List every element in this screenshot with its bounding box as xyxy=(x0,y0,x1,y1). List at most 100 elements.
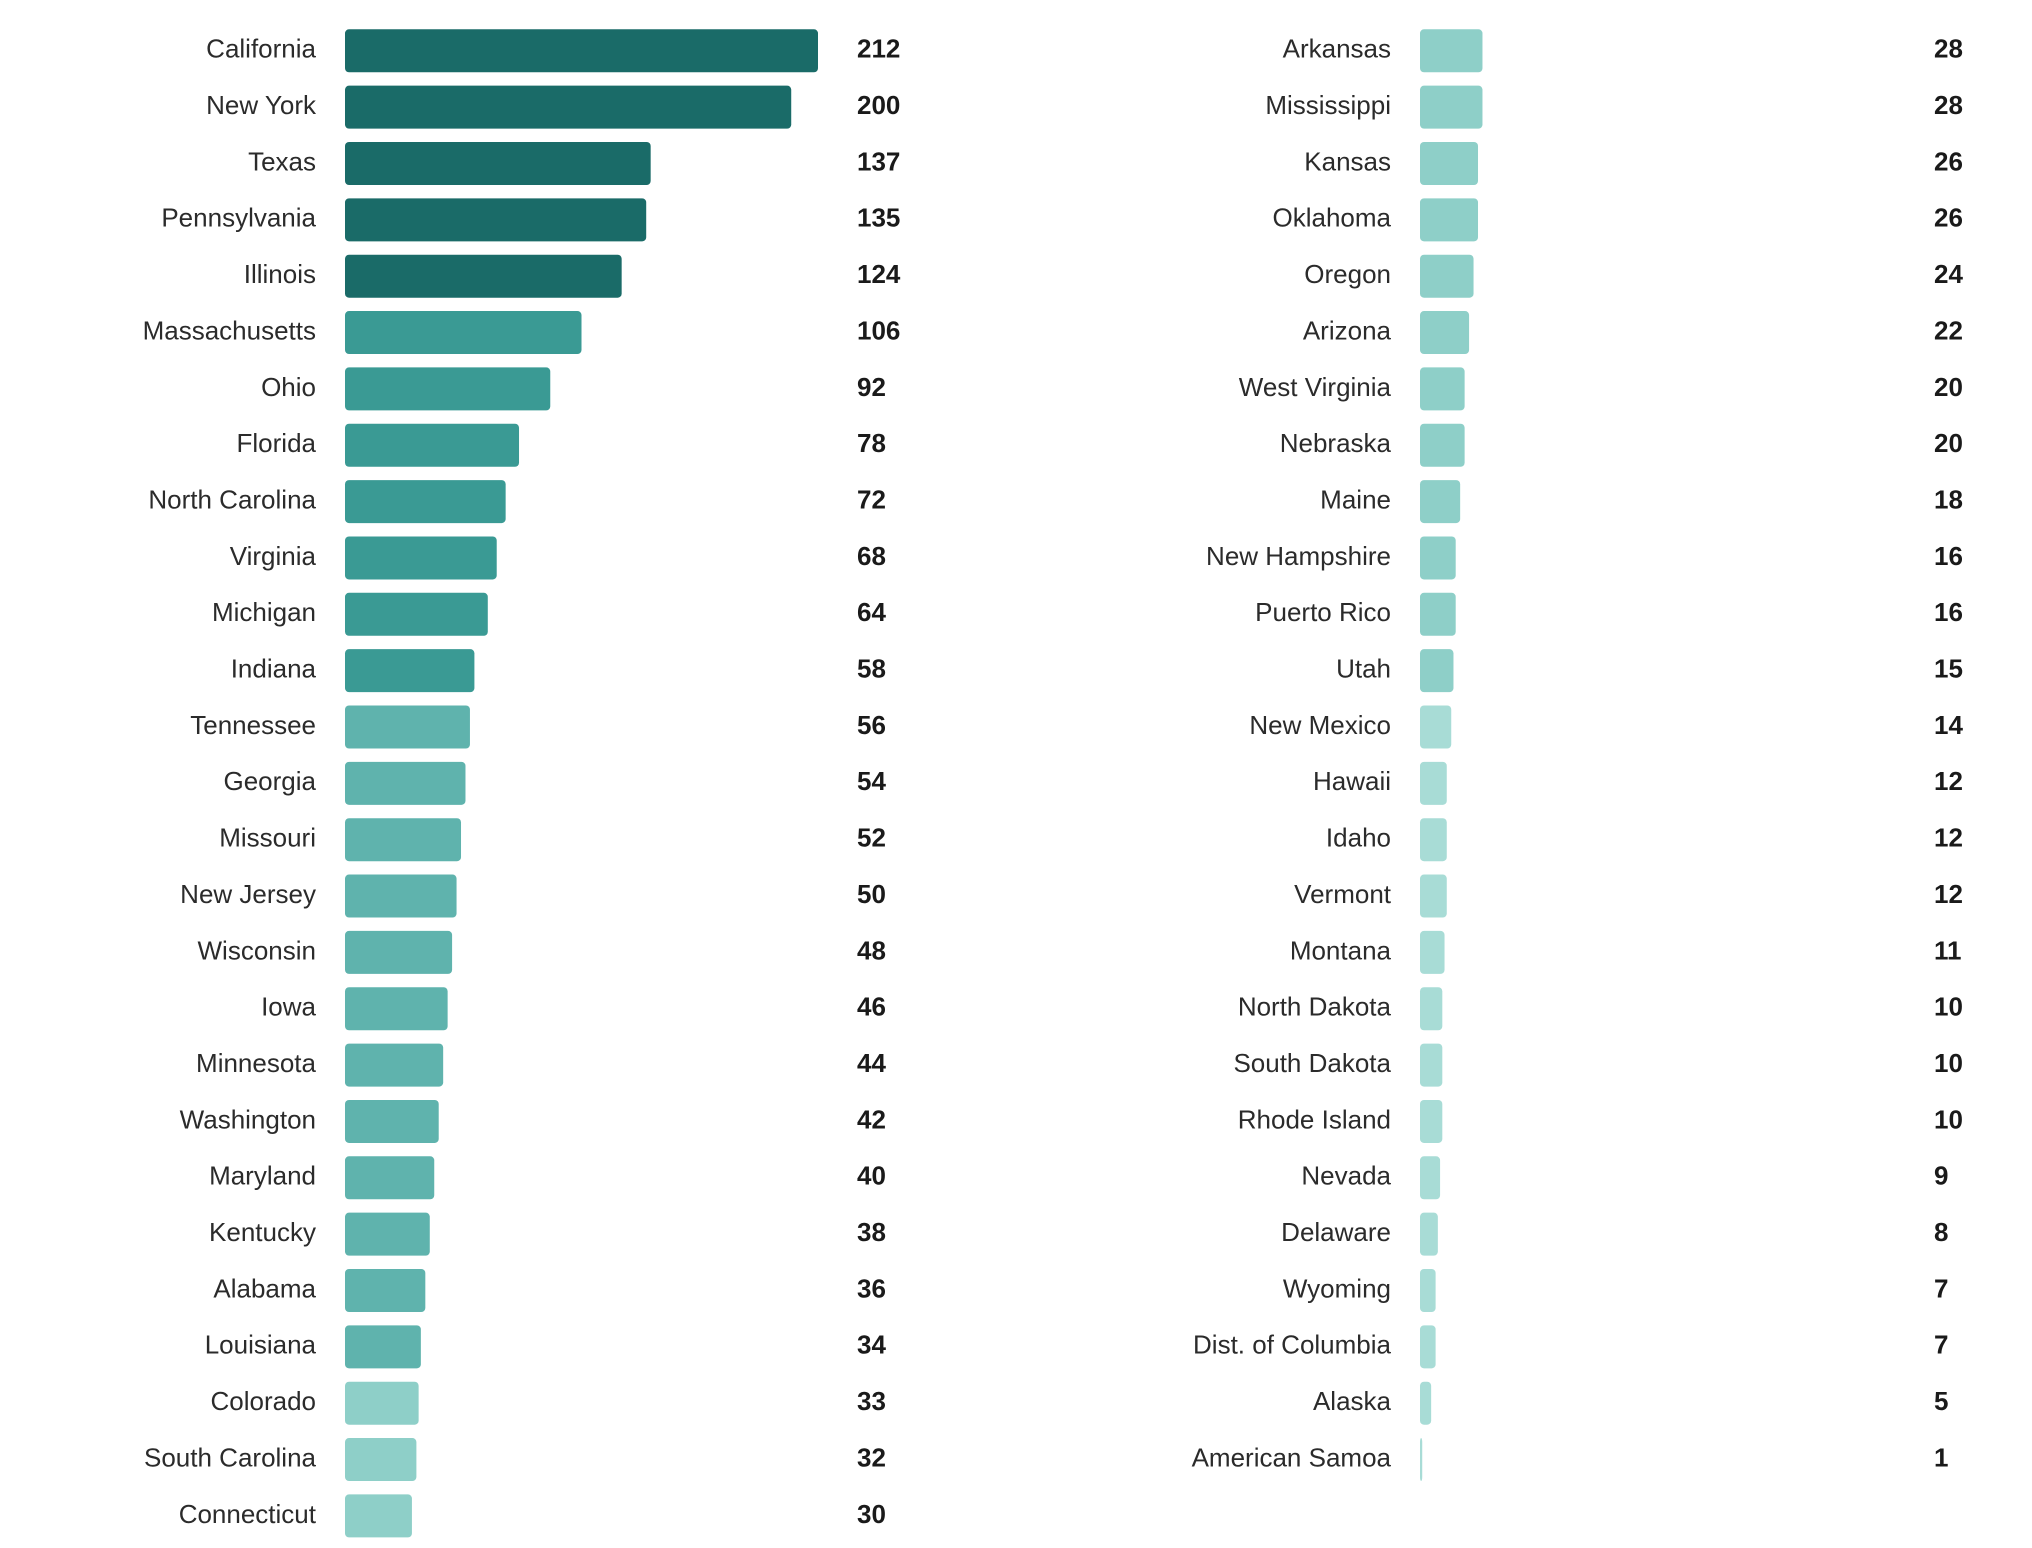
category-label: New Hampshire xyxy=(1206,541,1391,571)
value-label: 9 xyxy=(1934,1161,1948,1191)
category-label: Dist. of Columbia xyxy=(1193,1330,1391,1360)
bar xyxy=(345,423,520,467)
value-label: 32 xyxy=(857,1442,886,1472)
category-label: New York xyxy=(206,90,317,120)
value-label: 18 xyxy=(1934,484,1963,514)
value-label: 28 xyxy=(1934,90,1963,120)
value-label: 28 xyxy=(1934,34,1963,64)
category-label: Puerto Rico xyxy=(1255,597,1391,627)
bar xyxy=(1420,311,1470,355)
bar xyxy=(345,818,462,862)
bar xyxy=(1420,29,1483,73)
category-label: Nebraska xyxy=(1280,428,1392,458)
category-label: Pennsylvania xyxy=(161,203,316,233)
bar xyxy=(1420,592,1456,636)
category-label: Louisiana xyxy=(205,1330,317,1360)
category-label: North Dakota xyxy=(1238,992,1392,1022)
value-label: 10 xyxy=(1934,1104,1963,1134)
bar xyxy=(1420,649,1454,693)
category-label: Oklahoma xyxy=(1273,203,1392,233)
value-label: 7 xyxy=(1934,1273,1948,1303)
category-label: West Virginia xyxy=(1239,372,1392,402)
bar xyxy=(345,649,475,693)
category-label: Alabama xyxy=(213,1273,316,1303)
category-label: Kentucky xyxy=(209,1217,316,1247)
bar xyxy=(345,592,488,636)
value-label: 26 xyxy=(1934,146,1963,176)
bar xyxy=(345,480,506,524)
bar xyxy=(345,1156,435,1200)
category-label: Washington xyxy=(180,1104,316,1134)
category-label: Michigan xyxy=(212,597,316,627)
category-label: Iowa xyxy=(261,992,316,1022)
value-label: 26 xyxy=(1934,203,1963,233)
value-label: 7 xyxy=(1934,1330,1948,1360)
bar xyxy=(1420,1269,1436,1312)
bar xyxy=(1420,198,1479,242)
value-label: 10 xyxy=(1934,992,1963,1022)
bar xyxy=(1420,480,1461,524)
value-label: 24 xyxy=(1934,259,1963,289)
category-label: Arizona xyxy=(1303,315,1392,345)
category-label: Vermont xyxy=(1294,879,1392,909)
bar xyxy=(1420,987,1443,1031)
category-label: Delaware xyxy=(1281,1217,1391,1247)
bar xyxy=(345,1212,430,1256)
value-label: 137 xyxy=(857,146,900,176)
value-label: 50 xyxy=(857,879,886,909)
category-label: Rhode Island xyxy=(1238,1104,1391,1134)
category-label: Montana xyxy=(1290,935,1392,965)
category-label: Georgia xyxy=(224,766,317,796)
value-label: 34 xyxy=(857,1330,886,1360)
bar xyxy=(345,1438,417,1482)
bar xyxy=(345,536,497,580)
category-label: Oregon xyxy=(1304,259,1391,289)
bar xyxy=(1420,818,1447,862)
category-label: Wisconsin xyxy=(198,935,316,965)
value-label: 20 xyxy=(1934,428,1963,458)
bar xyxy=(1420,874,1447,918)
value-label: 36 xyxy=(857,1273,886,1303)
category-label: Maine xyxy=(1320,484,1391,514)
bar xyxy=(1420,423,1465,467)
value-label: 14 xyxy=(1934,710,1963,740)
category-label: Missouri xyxy=(219,823,316,853)
value-label: 16 xyxy=(1934,597,1963,627)
category-label: Texas xyxy=(248,146,316,176)
bar xyxy=(1420,254,1474,298)
category-label: Wyoming xyxy=(1283,1273,1391,1303)
value-label: 48 xyxy=(857,935,886,965)
value-label: 212 xyxy=(857,34,900,64)
category-label: Hawaii xyxy=(1313,766,1391,796)
value-label: 42 xyxy=(857,1104,886,1134)
bar xyxy=(1420,142,1479,185)
bar xyxy=(345,930,453,974)
bar xyxy=(1420,930,1445,974)
category-label: Nevada xyxy=(1301,1161,1391,1191)
value-label: 135 xyxy=(857,203,900,233)
category-label: Florida xyxy=(237,428,317,458)
value-label: 5 xyxy=(1934,1386,1948,1416)
category-label: Ohio xyxy=(261,372,316,402)
value-label: 12 xyxy=(1934,766,1963,796)
bar xyxy=(345,367,551,411)
value-label: 92 xyxy=(857,372,886,402)
category-label: Illinois xyxy=(244,259,316,289)
category-label: Minnesota xyxy=(196,1048,316,1078)
bar xyxy=(345,705,470,749)
bar xyxy=(345,142,651,185)
bar xyxy=(1420,367,1465,411)
value-label: 124 xyxy=(857,259,901,289)
category-label: Kansas xyxy=(1304,146,1391,176)
bar xyxy=(345,1381,419,1425)
category-label: Virginia xyxy=(230,541,317,571)
bar xyxy=(1420,1043,1443,1087)
value-label: 16 xyxy=(1934,541,1963,571)
category-label: Colorado xyxy=(210,1386,316,1416)
value-label: 20 xyxy=(1934,372,1963,402)
bar xyxy=(345,761,466,805)
category-label: South Carolina xyxy=(144,1442,317,1472)
category-label: South Dakota xyxy=(1233,1048,1391,1078)
value-label: 44 xyxy=(857,1048,886,1078)
